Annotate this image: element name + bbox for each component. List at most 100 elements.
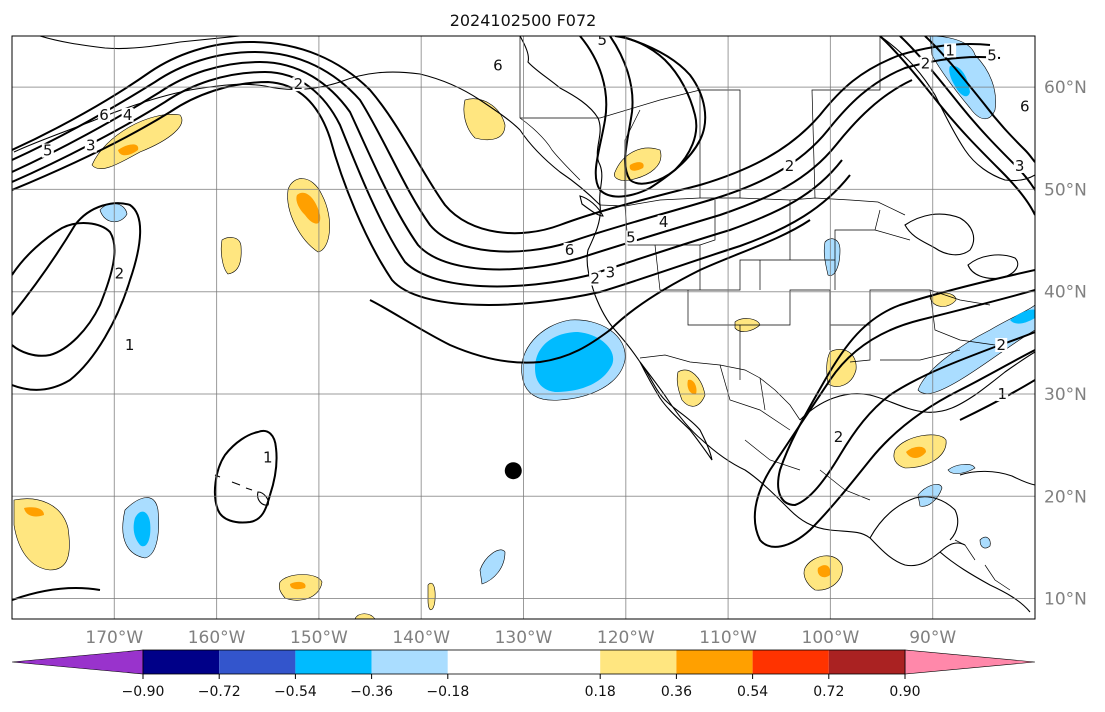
hudson-bay-coastline bbox=[879, 36, 1035, 182]
contour-label-background bbox=[491, 58, 504, 73]
vancouver-island bbox=[579, 195, 604, 217]
longitude-tick-label: 160°W bbox=[188, 628, 246, 648]
contour-label: 4 bbox=[123, 106, 133, 124]
contour-label-background bbox=[1013, 158, 1026, 173]
alaska-coastline bbox=[13, 71, 601, 206]
colorbar-bin bbox=[371, 650, 448, 674]
contour-label: 1 bbox=[263, 448, 273, 466]
colorbar-tick-label: −0.72 bbox=[198, 684, 241, 700]
latitude-labels: 10°N 20°N 30°N 40°N 50°N 60°N bbox=[1044, 78, 1087, 609]
colorbar-tick-label: 0.90 bbox=[889, 684, 920, 700]
contour-line bbox=[579, 36, 707, 198]
contour-label-background bbox=[783, 158, 796, 173]
colorbar-tick-label: 0.54 bbox=[737, 684, 768, 700]
colorbar: −0.90 −0.72 −0.54 −0.36 −0.18 0.18 0.36 0.54 0.7… bbox=[11, 649, 1036, 700]
contour-label-background bbox=[986, 48, 999, 63]
contour-label-background bbox=[657, 215, 670, 230]
graticule bbox=[12, 36, 1035, 619]
contour-label-background bbox=[589, 271, 602, 286]
longitude-tick-label: 90°W bbox=[909, 628, 956, 648]
contour-label-background bbox=[596, 36, 609, 48]
longitude-tick-label: 110°W bbox=[699, 628, 757, 648]
contour-label: 3 bbox=[606, 263, 616, 281]
cuba-coastline bbox=[959, 470, 1035, 486]
contour-line bbox=[12, 40, 991, 235]
contour-label-background bbox=[604, 265, 617, 280]
central-america-coastline bbox=[939, 551, 1031, 613]
canada-province-borders bbox=[520, 36, 881, 206]
contour-label-background bbox=[84, 138, 97, 153]
colorbar-over-extension bbox=[904, 649, 1036, 675]
latitude-tick-label: 60°N bbox=[1044, 78, 1087, 98]
negative-anomaly-area bbox=[917, 484, 943, 507]
contour-label-background bbox=[624, 230, 637, 245]
positive-anomaly-area bbox=[220, 237, 242, 275]
longitude-tick-label: 130°W bbox=[495, 628, 553, 648]
colorbar-bin bbox=[828, 650, 905, 674]
contour-label-background bbox=[832, 430, 845, 445]
negative-anomaly-area bbox=[947, 464, 976, 474]
colorbar-bin bbox=[752, 650, 829, 674]
contour-label-background bbox=[121, 107, 134, 122]
arctic-coastline bbox=[39, 36, 241, 50]
contour-label-background bbox=[98, 107, 111, 122]
latitude-tick-label: 30°N bbox=[1044, 385, 1087, 405]
contour-line bbox=[12, 202, 142, 391]
contour-label: 2 bbox=[590, 269, 600, 287]
positive-anomaly-core bbox=[118, 144, 139, 156]
positive-anomaly-area bbox=[427, 582, 436, 611]
contour-label: 1 bbox=[125, 336, 135, 354]
contour-line bbox=[924, 36, 1035, 163]
map-border bbox=[11, 35, 1036, 620]
negative-anomaly-core bbox=[535, 332, 614, 392]
colorbar-bin bbox=[447, 650, 601, 674]
contour-label: 2 bbox=[785, 157, 795, 175]
contour-label: 2 bbox=[921, 55, 931, 73]
positive-anomaly-area bbox=[13, 498, 70, 571]
contour-label-background bbox=[944, 43, 957, 58]
latitude-tick-label: 10°N bbox=[1044, 590, 1087, 610]
longitude-tick-label: 150°W bbox=[290, 628, 348, 648]
latitude-tick-label: 50°N bbox=[1044, 180, 1087, 200]
contour-line bbox=[12, 80, 851, 306]
contour-label-background bbox=[919, 56, 932, 71]
negative-anomaly-area bbox=[917, 304, 1035, 394]
colorbar-tick-label: −0.90 bbox=[122, 684, 165, 700]
contour-line bbox=[777, 269, 1035, 507]
contour-label: 5 bbox=[626, 229, 636, 247]
colorbar-tick-label: 0.18 bbox=[585, 684, 616, 700]
colorbar-tick-label: −0.18 bbox=[426, 684, 469, 700]
contour-label-background bbox=[113, 266, 126, 281]
positive-anomaly-core bbox=[906, 446, 926, 458]
negative-anomaly-core bbox=[1010, 309, 1035, 324]
contour-label-background bbox=[123, 337, 136, 352]
colorbar-tick-label: 0.72 bbox=[813, 684, 844, 700]
contour-line bbox=[879, 36, 1035, 216]
contour-label-background bbox=[563, 242, 576, 257]
negative-anomaly-area bbox=[479, 549, 506, 585]
colorbar-bin bbox=[600, 650, 677, 674]
great-lakes-outline bbox=[967, 254, 1019, 279]
contour-label: 6 bbox=[493, 57, 503, 75]
contour-label-background bbox=[41, 143, 54, 158]
latitude-tick-label: 20°N bbox=[1044, 487, 1087, 507]
colorbar-bin bbox=[143, 650, 220, 674]
contour-line bbox=[609, 36, 698, 185]
figure-title: 2024102500 F072 bbox=[450, 11, 597, 30]
negative-anomaly-core bbox=[949, 65, 970, 97]
coastlines bbox=[13, 36, 1035, 613]
contour-label: 5 bbox=[987, 47, 997, 65]
contour-line bbox=[369, 219, 811, 364]
colorbar-outline bbox=[142, 649, 906, 675]
contour-line bbox=[12, 50, 1001, 253]
contour-line bbox=[12, 222, 116, 357]
contour-label: 3 bbox=[1015, 157, 1025, 175]
latitude-tick-label: 40°N bbox=[1044, 283, 1087, 303]
contour-label: 6 bbox=[565, 241, 575, 259]
mexico-state-borders bbox=[719, 364, 871, 501]
contour-label: 2 bbox=[996, 336, 1006, 354]
yucatan-coastline bbox=[869, 496, 959, 541]
colorbar-tick-label: −0.54 bbox=[274, 684, 317, 700]
